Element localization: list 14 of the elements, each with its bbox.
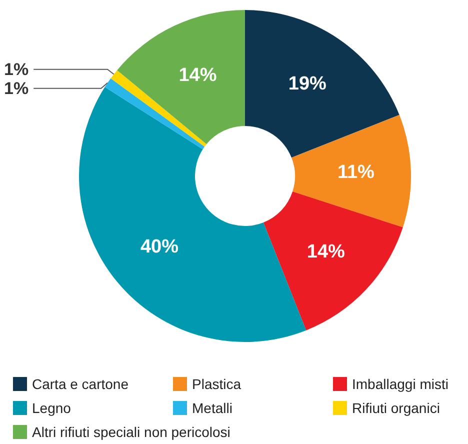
- legend-label: Rifiuti organici: [352, 400, 440, 416]
- legend-label: Legno: [32, 400, 72, 416]
- legend-label: Imballaggi misti: [352, 376, 448, 392]
- legend-label: Metalli: [192, 400, 232, 416]
- legend-label: Plastica: [192, 376, 242, 392]
- legend-label: Carta e cartone: [32, 376, 129, 392]
- data-label: 1%: [4, 78, 29, 98]
- data-label: 14%: [306, 241, 346, 262]
- data-label: 1%: [4, 60, 29, 79]
- data-label: 14%: [178, 65, 217, 86]
- legend-label: Altri rifiuti speciali non pericolosi: [32, 424, 230, 440]
- data-label: 11%: [337, 162, 375, 184]
- data-label: 19%: [288, 74, 327, 95]
- data-label: 40%: [140, 236, 179, 258]
